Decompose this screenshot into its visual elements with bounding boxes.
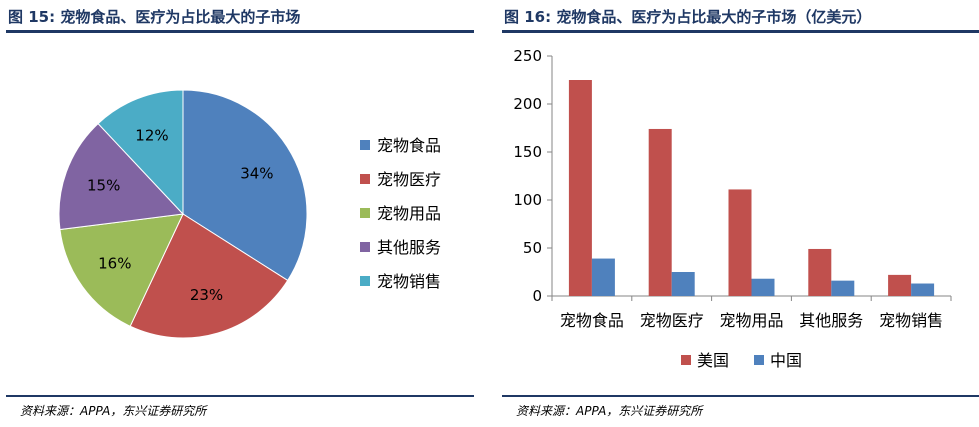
x-category-label-1: 宠物食品 — [560, 311, 624, 330]
x-category-label-3: 宠物用品 — [719, 311, 783, 330]
y-tick-label-4: 200 — [513, 95, 542, 113]
pie-value-label-2: 23% — [190, 286, 223, 304]
pie-legend-label-1: 宠物食品 — [377, 136, 441, 155]
bar-source-rule — [502, 395, 979, 397]
bar-legend-swatch-1 — [681, 355, 691, 365]
pie-legend-swatch-1 — [360, 140, 370, 150]
bar-us-5 — [888, 274, 912, 296]
pie-title-rule — [6, 30, 474, 33]
bar-legend-swatch-2 — [754, 355, 764, 365]
pie-legend-label-5: 宠物销售 — [377, 272, 441, 291]
pie-slice-2 — [129, 213, 289, 339]
bar-cn-1 — [591, 258, 615, 296]
bar-us-3 — [728, 189, 752, 296]
bar-us-1 — [568, 80, 592, 296]
pie-legend-swatch-5 — [360, 276, 370, 286]
pie-legend-label-4: 其他服务 — [377, 238, 441, 257]
pie-value-label-3: 16% — [98, 255, 131, 273]
bar-cn-3 — [751, 278, 775, 296]
x-category-label-5: 宠物销售 — [879, 311, 943, 330]
y-tick-label-0: 0 — [532, 287, 542, 305]
pie-slice-5 — [97, 89, 184, 216]
pie-legend-label-2: 宠物医疗 — [377, 170, 441, 189]
x-category-label-4: 其他服务 — [799, 311, 863, 330]
pie-source-rule — [6, 395, 474, 397]
y-tick-label-5: 250 — [513, 47, 542, 65]
pie-legend-swatch-4 — [360, 242, 370, 252]
bar-legend-label-1: 美国 — [697, 351, 729, 370]
pie-legend-swatch-2 — [360, 174, 370, 184]
right-figure-panel: 图 16: 宠物食品、医疗为占比最大的子市场（亿美元） 0 50 100 150 200… — [496, 0, 979, 427]
pie-legend-label-3: 宠物用品 — [377, 204, 441, 223]
left-figure-panel: 图 15: 宠物食品、医疗为占比最大的子市场 34% 23% 16% 15% 12% 宠物… — [0, 0, 474, 427]
pie-value-label-1: 34% — [240, 164, 273, 182]
pie-value-label-5: 12% — [135, 127, 168, 145]
x-category-label-2: 宠物医疗 — [640, 311, 704, 330]
bar-us-4 — [808, 248, 832, 296]
bar-us-2 — [648, 128, 672, 296]
y-tick-label-3: 150 — [513, 143, 542, 161]
y-tick-label-2: 100 — [513, 191, 542, 209]
bar-title-rule — [502, 30, 979, 33]
y-tick-label-1: 50 — [523, 239, 542, 257]
bar-cn-5 — [911, 283, 935, 296]
bar-cn-2 — [671, 272, 695, 296]
pie-value-label-4: 15% — [87, 176, 120, 194]
bar-cn-4 — [831, 280, 855, 296]
pie-figure-title: 图 15: 宠物食品、医疗为占比最大的子市场 — [8, 8, 301, 26]
bar-legend-label-2: 中国 — [770, 351, 802, 370]
pie-legend-swatch-3 — [360, 208, 370, 218]
bar-source-note: 资料来源：APPA，东兴证券研究所 — [516, 404, 703, 418]
pie-slice-3 — [59, 213, 184, 327]
bar-figure-title: 图 16: 宠物食品、医疗为占比最大的子市场（亿美元） — [504, 8, 872, 26]
pie-slice-4 — [58, 122, 185, 231]
pie-slice-1 — [182, 89, 308, 282]
pie-source-note: 资料来源：APPA，东兴证券研究所 — [20, 404, 207, 418]
